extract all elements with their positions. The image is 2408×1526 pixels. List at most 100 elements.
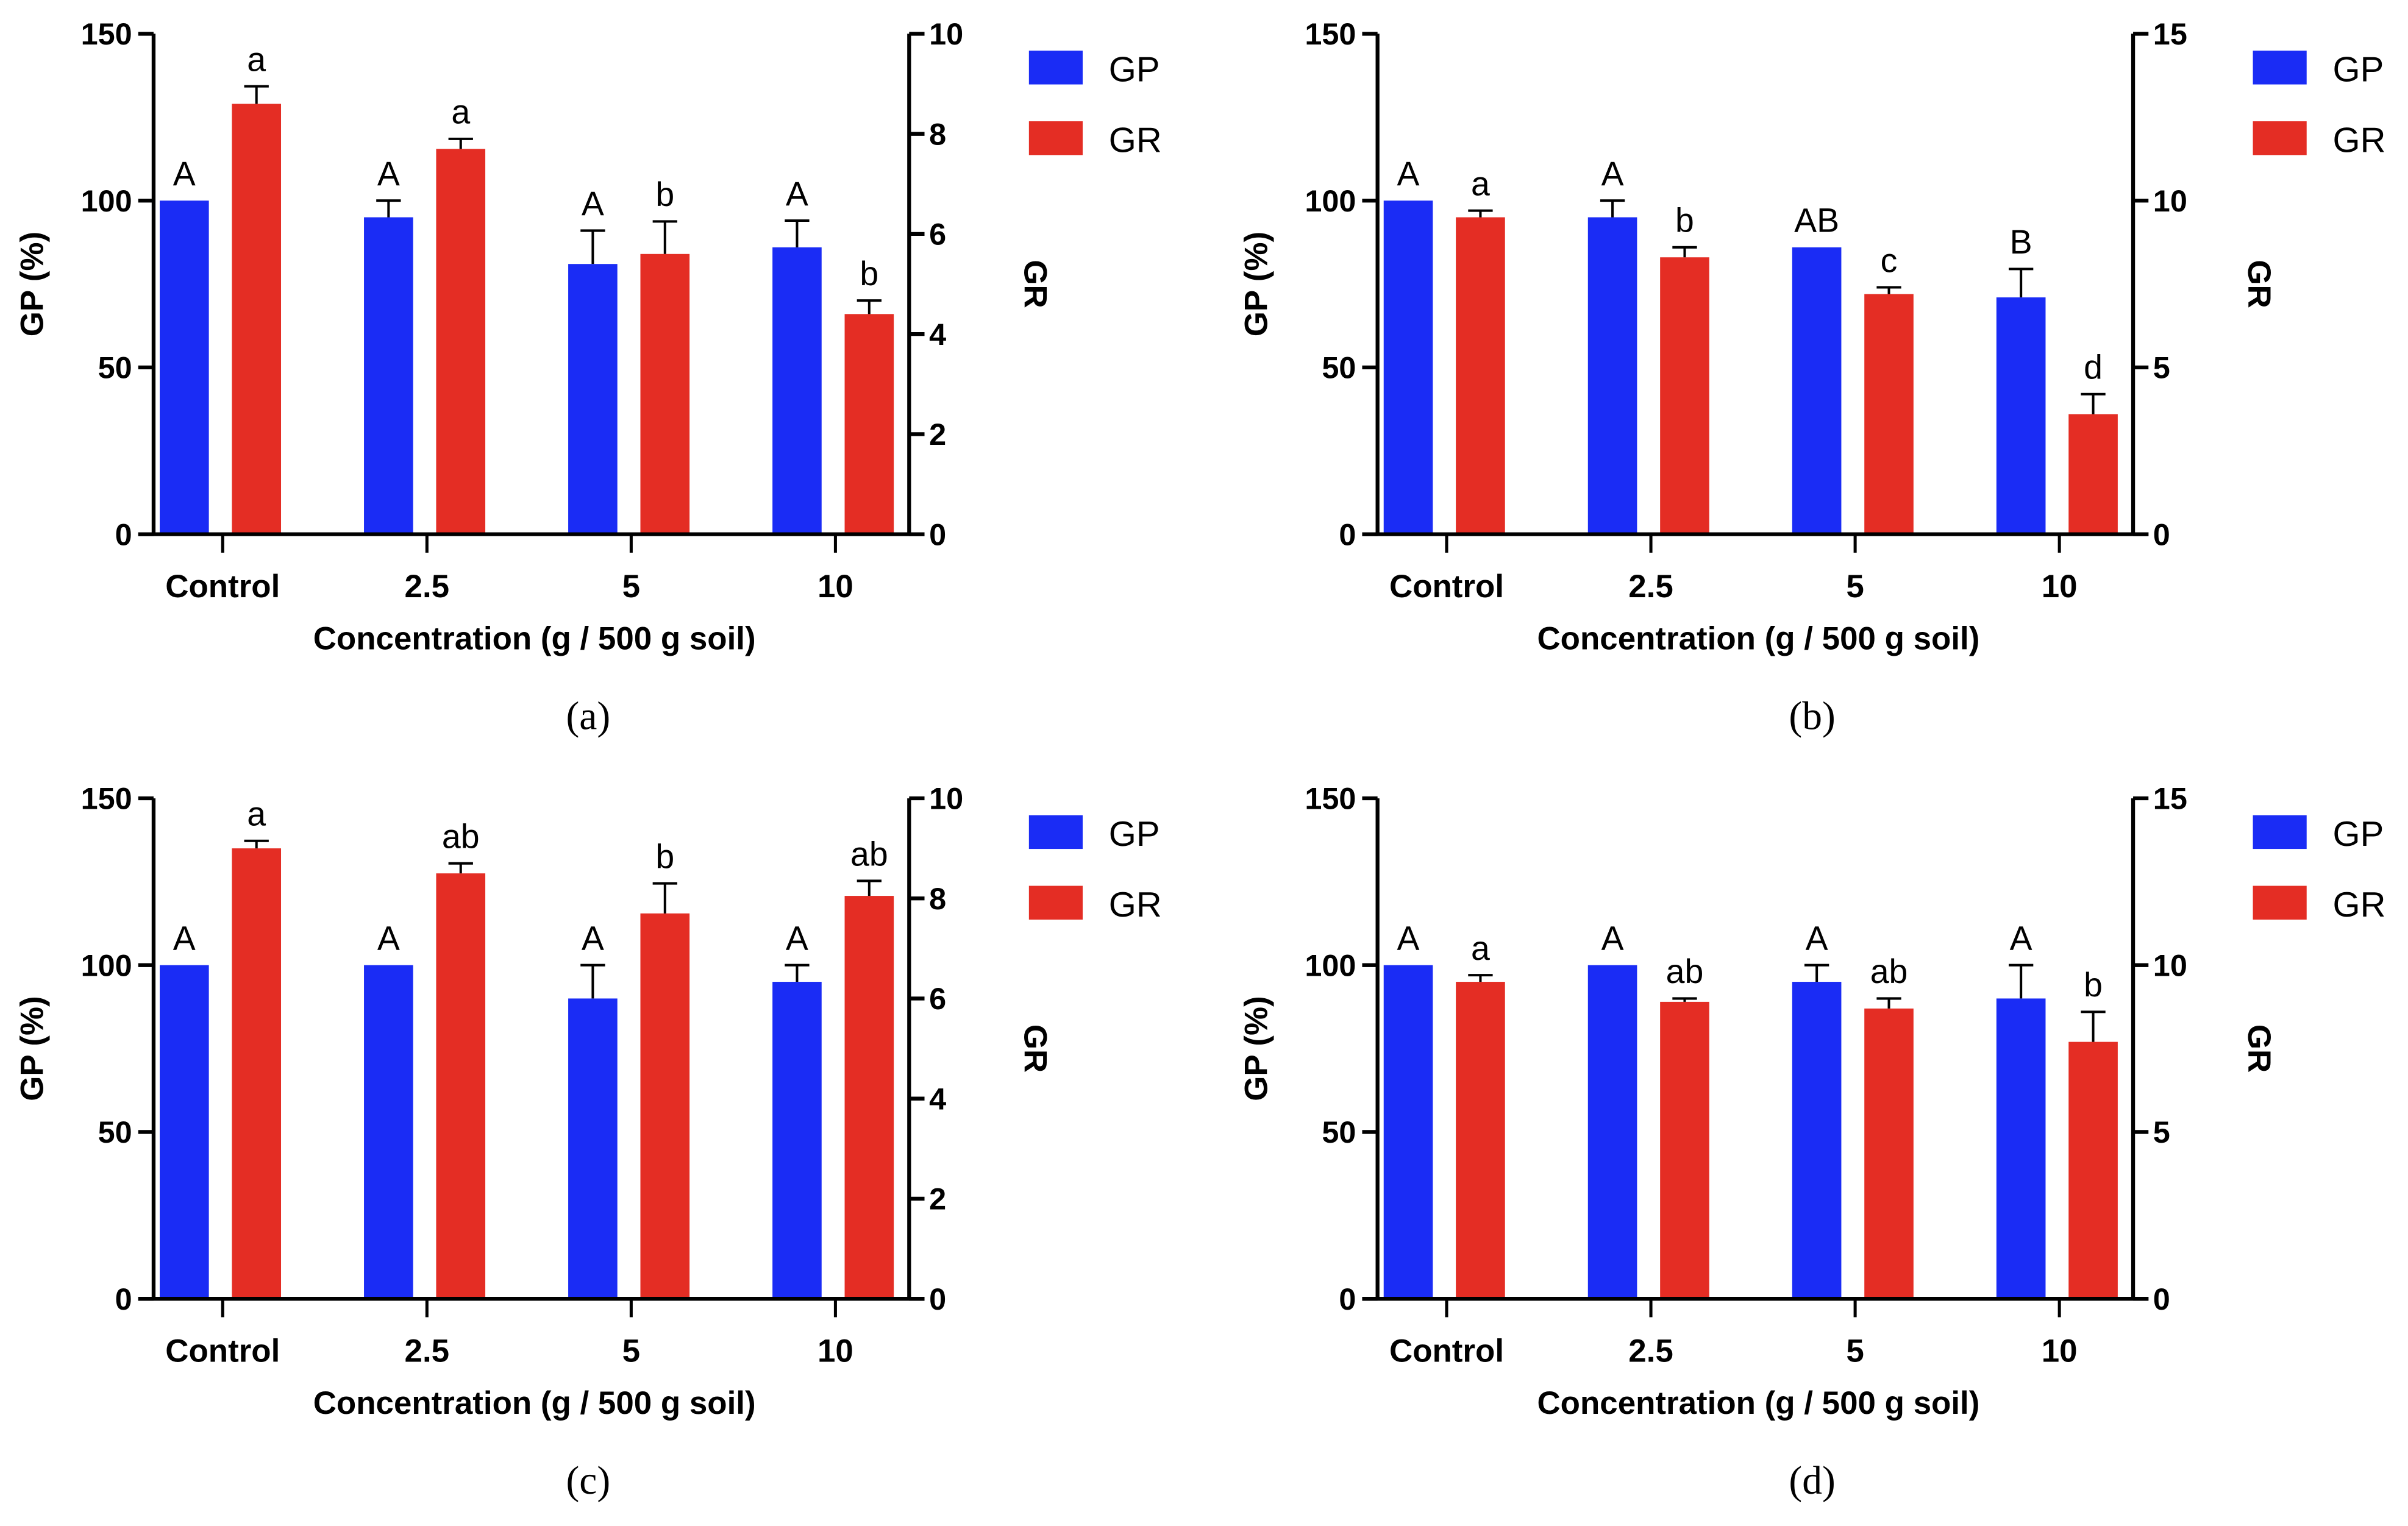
x-axis-title: Concentration (g / 500 g soil) xyxy=(313,1385,756,1421)
x-tick-label: Control xyxy=(165,1333,280,1369)
panel-caption: (c) xyxy=(566,1459,610,1503)
x-tick-label: 2.5 xyxy=(1628,1333,1673,1369)
legend-label: GR xyxy=(2333,121,2386,160)
legend-swatch-gp xyxy=(1028,815,1083,850)
x-tick-label: 10 xyxy=(2042,1333,2078,1369)
y-right-tick-label: 5 xyxy=(2153,350,2170,385)
significance-letter: ab xyxy=(850,835,888,873)
y-tick-label: 100 xyxy=(81,948,132,982)
y-right-tick-label: 6 xyxy=(929,981,946,1016)
y-axis-title: GP (%) xyxy=(15,996,51,1101)
y-axis-title: GP (%) xyxy=(15,232,51,336)
bar-gr xyxy=(1456,217,1505,534)
y-tick-label: 0 xyxy=(1339,1282,1356,1316)
y-tick-label: 150 xyxy=(81,16,132,51)
bar-gp xyxy=(1996,998,2046,1299)
y-right-tick-label: 0 xyxy=(2153,517,2170,552)
bar-gp xyxy=(772,982,822,1299)
legend-swatch-gr xyxy=(2253,885,2307,920)
bar-gp xyxy=(1996,297,2046,534)
y-right-tick-label: 8 xyxy=(929,116,946,151)
significance-letter: A xyxy=(377,919,400,957)
bar-gr xyxy=(1660,1001,1709,1299)
y-right-tick-label: 10 xyxy=(2153,948,2187,982)
y-right-tick-label: 5 xyxy=(2153,1115,2170,1149)
bar-gr xyxy=(2068,1042,2118,1299)
significance-letter: A xyxy=(1397,919,1420,957)
legend-label: GP xyxy=(1109,51,1160,90)
panel-caption: (a) xyxy=(566,695,610,739)
panel-caption: (d) xyxy=(1789,1459,1835,1503)
x-tick-label: 2.5 xyxy=(405,569,450,605)
y-right-tick-label: 2 xyxy=(929,417,946,452)
x-axis-title: Concentration (g / 500 g soil) xyxy=(1537,1385,1979,1421)
legend-label: GP xyxy=(1109,815,1160,854)
x-tick-label: 10 xyxy=(818,569,853,605)
bar-gp xyxy=(772,247,822,534)
bar-gp xyxy=(160,201,209,534)
y-tick-label: 50 xyxy=(1322,350,1356,385)
x-tick-label: 2.5 xyxy=(1628,569,1673,605)
significance-letter: ab xyxy=(442,818,480,856)
bar-gr xyxy=(640,913,690,1299)
significance-letter: A xyxy=(377,155,400,193)
bar-gr xyxy=(844,896,894,1299)
y-right-tick-label: 0 xyxy=(929,517,946,552)
legend-label: GP xyxy=(2333,51,2384,90)
y-right-tick-label: 6 xyxy=(929,217,946,252)
x-axis-title: Concentration (g / 500 g soil) xyxy=(313,621,756,657)
y-tick-label: 100 xyxy=(81,183,132,218)
x-tick-label: Control xyxy=(1389,569,1504,605)
bar-gr xyxy=(640,254,690,534)
significance-letter: A xyxy=(1397,155,1420,193)
significance-letter: a xyxy=(1471,929,1490,967)
significance-letter: A xyxy=(786,919,808,957)
y-tick-label: 100 xyxy=(1305,183,1356,218)
y-tick-label: 150 xyxy=(81,781,132,816)
bar-gp xyxy=(1587,965,1637,1299)
y-tick-label: 50 xyxy=(1322,1115,1356,1149)
legend-swatch-gr xyxy=(1028,121,1083,155)
y-axis-title: GP (%) xyxy=(1238,232,1274,336)
x-tick-label: Control xyxy=(1389,1333,1504,1369)
x-tick-label: Control xyxy=(165,569,280,605)
y-right-tick-label: 10 xyxy=(929,781,963,816)
significance-letter: A xyxy=(582,919,604,957)
panel-caption: (b) xyxy=(1789,695,1835,739)
y-right-axis-title: GR xyxy=(1017,1024,1053,1073)
bar-gr xyxy=(1456,982,1505,1299)
bar-gp xyxy=(1587,217,1637,534)
y-tick-label: 100 xyxy=(1305,948,1356,982)
bar-gr xyxy=(2068,414,2118,534)
significance-letter: d xyxy=(2084,349,2103,386)
y-tick-label: 150 xyxy=(1305,781,1356,816)
legend-swatch-gp xyxy=(2253,51,2307,85)
x-tick-label: 10 xyxy=(2042,569,2078,605)
legend-swatch-gp xyxy=(1028,51,1083,85)
x-tick-label: 5 xyxy=(622,569,640,605)
significance-letter: A xyxy=(1601,155,1624,193)
significance-letter: A xyxy=(582,185,604,222)
y-right-axis-title: GR xyxy=(2241,1024,2277,1073)
y-axis-title: GP (%) xyxy=(1238,996,1274,1101)
bar-gr xyxy=(232,104,282,534)
bar-gp xyxy=(160,965,209,1299)
significance-letter: a xyxy=(247,40,266,78)
y-tick-label: 150 xyxy=(1305,16,1356,51)
significance-letter: b xyxy=(2084,966,2103,1004)
significance-letter: A xyxy=(173,919,196,957)
bar-gr xyxy=(232,848,282,1299)
x-tick-label: 10 xyxy=(818,1333,853,1369)
bar-gr xyxy=(844,314,894,534)
y-right-tick-label: 10 xyxy=(2153,183,2187,218)
y-right-tick-label: 4 xyxy=(929,317,946,352)
legend-label: GR xyxy=(1109,885,1162,924)
significance-letter: A xyxy=(786,175,808,213)
significance-letter: A xyxy=(173,155,196,193)
y-tick-label: 0 xyxy=(1339,517,1356,552)
bar-gr xyxy=(436,149,486,534)
x-axis-title: Concentration (g / 500 g soil) xyxy=(1537,621,1979,657)
